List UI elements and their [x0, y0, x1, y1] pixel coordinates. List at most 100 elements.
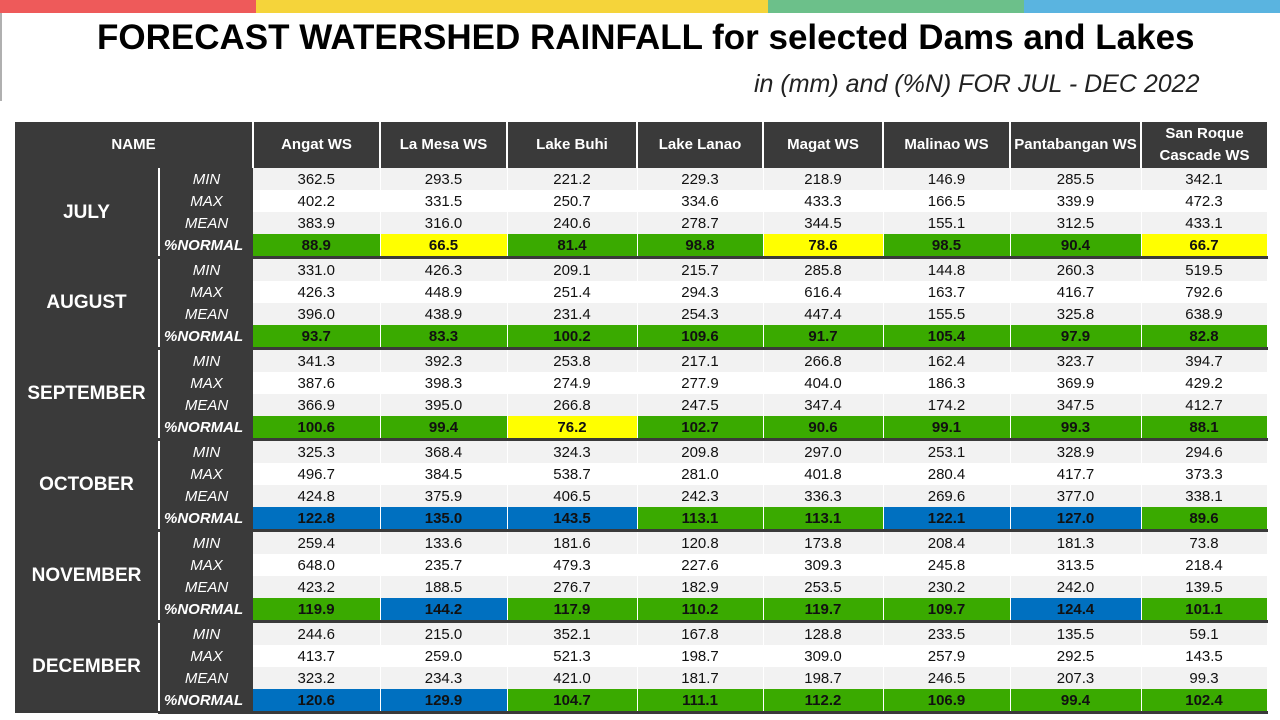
- max-value-cell: 648.0: [253, 554, 381, 576]
- mean-value-cell: 383.9: [253, 212, 381, 234]
- min-value-cell: 394.7: [1141, 348, 1268, 372]
- mean-value-cell: 242.3: [637, 485, 764, 507]
- table-row: SEPTEMBER MIN 341.3 392.3 253.8 217.1 266.8 162…: [15, 348, 1268, 440]
- top-color-bar: [0, 0, 1280, 13]
- month-label: DECEMBER: [15, 621, 160, 713]
- stat-label: MEAN: [159, 485, 254, 507]
- stat-label: MIN: [159, 439, 254, 463]
- stat-label: MIN: [159, 621, 254, 645]
- mean-value-cell: 323.2: [253, 667, 381, 689]
- mean-value-cell: 336.3: [763, 485, 884, 507]
- table-row: MEAN 323.2 234.3 421.0 181.7 198.7 246.5 207.3 9…: [15, 667, 1268, 689]
- percent-normal-cell: 110.2: [637, 598, 764, 623]
- percent-normal-cell: 78.6: [763, 234, 884, 259]
- min-value-cell: 392.3: [380, 348, 508, 372]
- month-label: OCTOBER: [15, 439, 160, 531]
- max-value-cell: 433.3: [763, 190, 884, 212]
- percent-normal-cell: 89.6: [1141, 507, 1268, 532]
- mean-value-cell: 423.2: [253, 576, 381, 598]
- mean-value-cell: 242.0: [1010, 576, 1142, 598]
- table-row: MAX 496.7 384.5 538.7 281.0 401.8 280.4 417.7 37…: [15, 463, 1268, 485]
- max-value-cell: 413.7: [253, 645, 381, 667]
- min-value-cell: 426.3: [380, 257, 508, 281]
- stat-label: MAX: [159, 372, 254, 394]
- percent-normal-cell: 119.7: [763, 598, 884, 623]
- percent-normal-cell: 129.9: [380, 689, 508, 714]
- mean-value-cell: 338.1: [1141, 485, 1268, 507]
- percent-normal-cell: 76.2: [507, 416, 638, 441]
- percent-normal-cell: 124.4: [1010, 598, 1142, 623]
- month-label: SEPTEMBER: [15, 348, 160, 440]
- table-row: MAX 648.0 235.7 479.3 227.6 309.3 245.8 313.5 21…: [15, 554, 1268, 576]
- rainfall-table-container: NAME Angat WS La Mesa WS Lake Buhi Lake Lan…: [15, 122, 1268, 714]
- percent-normal-cell: 88.1: [1141, 416, 1268, 441]
- table-row: MEAN 366.9 395.0 266.8 247.5 347.4 174.2 347.5 4…: [15, 394, 1268, 416]
- mean-value-cell: 174.2: [883, 394, 1011, 416]
- percent-normal-cell: 88.9: [253, 234, 381, 259]
- mean-value-cell: 406.5: [507, 485, 638, 507]
- left-divider: [0, 13, 2, 101]
- percent-normal-cell: 93.7: [253, 325, 381, 350]
- mean-value-cell: 269.6: [883, 485, 1011, 507]
- page-title: FORECAST WATERSHED RAINFALL for selected…: [97, 18, 1195, 57]
- percent-normal-cell: 122.1: [883, 507, 1011, 532]
- min-value-cell: 181.6: [507, 530, 638, 554]
- min-value-cell: 293.5: [380, 168, 508, 190]
- min-value-cell: 215.0: [380, 621, 508, 645]
- stat-label: MEAN: [159, 576, 254, 598]
- max-value-cell: 274.9: [507, 372, 638, 394]
- min-value-cell: 73.8: [1141, 530, 1268, 554]
- percent-normal-cell: 102.7: [637, 416, 764, 441]
- mean-value-cell: 155.5: [883, 303, 1011, 325]
- mean-value-cell: 344.5: [763, 212, 884, 234]
- table-row: MAX 402.2 331.5 250.7 334.6 433.3 166.5 339.9 47…: [15, 190, 1268, 212]
- min-value-cell: 217.1: [637, 348, 764, 372]
- min-value-cell: 294.6: [1141, 439, 1268, 463]
- min-value-cell: 331.0: [253, 257, 381, 281]
- table-row: %NORMAL 93.7 83.3 100.2 109.6 91.7 105.4 97.9 82…: [15, 325, 1268, 350]
- mean-value-cell: 276.7: [507, 576, 638, 598]
- stat-label: MAX: [159, 463, 254, 485]
- top-bar-segment: [768, 0, 1024, 13]
- table-row: %NORMAL 120.6 129.9 104.7 111.1 112.2 106.9 99.…: [15, 689, 1268, 714]
- max-value-cell: 616.4: [763, 281, 884, 303]
- column-header: Angat WS: [253, 122, 382, 168]
- page-subtitle: in (mm) and (%N) FOR JUL - DEC 2022: [754, 70, 1200, 98]
- mean-value-cell: 366.9: [253, 394, 381, 416]
- table-row: MAX 387.6 398.3 274.9 277.9 404.0 186.3 369.9 42…: [15, 372, 1268, 394]
- max-value-cell: 387.6: [253, 372, 381, 394]
- table-row: MEAN 396.0 438.9 231.4 254.3 447.4 155.5 325.8 6…: [15, 303, 1268, 325]
- min-value-cell: 285.8: [763, 257, 884, 281]
- column-header: Lake Buhi: [507, 122, 639, 168]
- max-value-cell: 416.7: [1010, 281, 1142, 303]
- percent-normal-cell: 90.6: [763, 416, 884, 441]
- mean-value-cell: 247.5: [637, 394, 764, 416]
- min-value-cell: 253.1: [883, 439, 1011, 463]
- max-value-cell: 429.2: [1141, 372, 1268, 394]
- percent-normal-cell: 143.5: [507, 507, 638, 532]
- table-header-row: NAME Angat WS La Mesa WS Lake Buhi Lake Lan…: [15, 122, 1268, 168]
- max-value-cell: 369.9: [1010, 372, 1142, 394]
- min-value-cell: 128.8: [763, 621, 884, 645]
- max-value-cell: 277.9: [637, 372, 764, 394]
- max-value-cell: 198.7: [637, 645, 764, 667]
- percent-normal-cell: 99.3: [1010, 416, 1142, 441]
- table-row: AUGUST MIN 331.0 426.3 209.1 215.7 285.8 144.8 2…: [15, 257, 1268, 349]
- max-value-cell: 235.7: [380, 554, 508, 576]
- min-value-cell: 173.8: [763, 530, 884, 554]
- max-value-cell: 339.9: [1010, 190, 1142, 212]
- percent-normal-cell: 135.0: [380, 507, 508, 532]
- min-value-cell: 253.8: [507, 348, 638, 372]
- max-value-cell: 218.4: [1141, 554, 1268, 576]
- stat-label: MEAN: [159, 667, 254, 689]
- max-value-cell: 227.6: [637, 554, 764, 576]
- percent-normal-cell: 81.4: [507, 234, 638, 259]
- max-value-cell: 401.8: [763, 463, 884, 485]
- min-value-cell: 167.8: [637, 621, 764, 645]
- table-row: %NORMAL 119.9 144.2 117.9 110.2 119.7 109.7 124…: [15, 598, 1268, 623]
- mean-value-cell: 396.0: [253, 303, 381, 325]
- stat-label: %NORMAL: [159, 598, 254, 623]
- mean-value-cell: 312.5: [1010, 212, 1142, 234]
- stat-label: %NORMAL: [159, 416, 254, 441]
- percent-normal-cell: 119.9: [253, 598, 381, 623]
